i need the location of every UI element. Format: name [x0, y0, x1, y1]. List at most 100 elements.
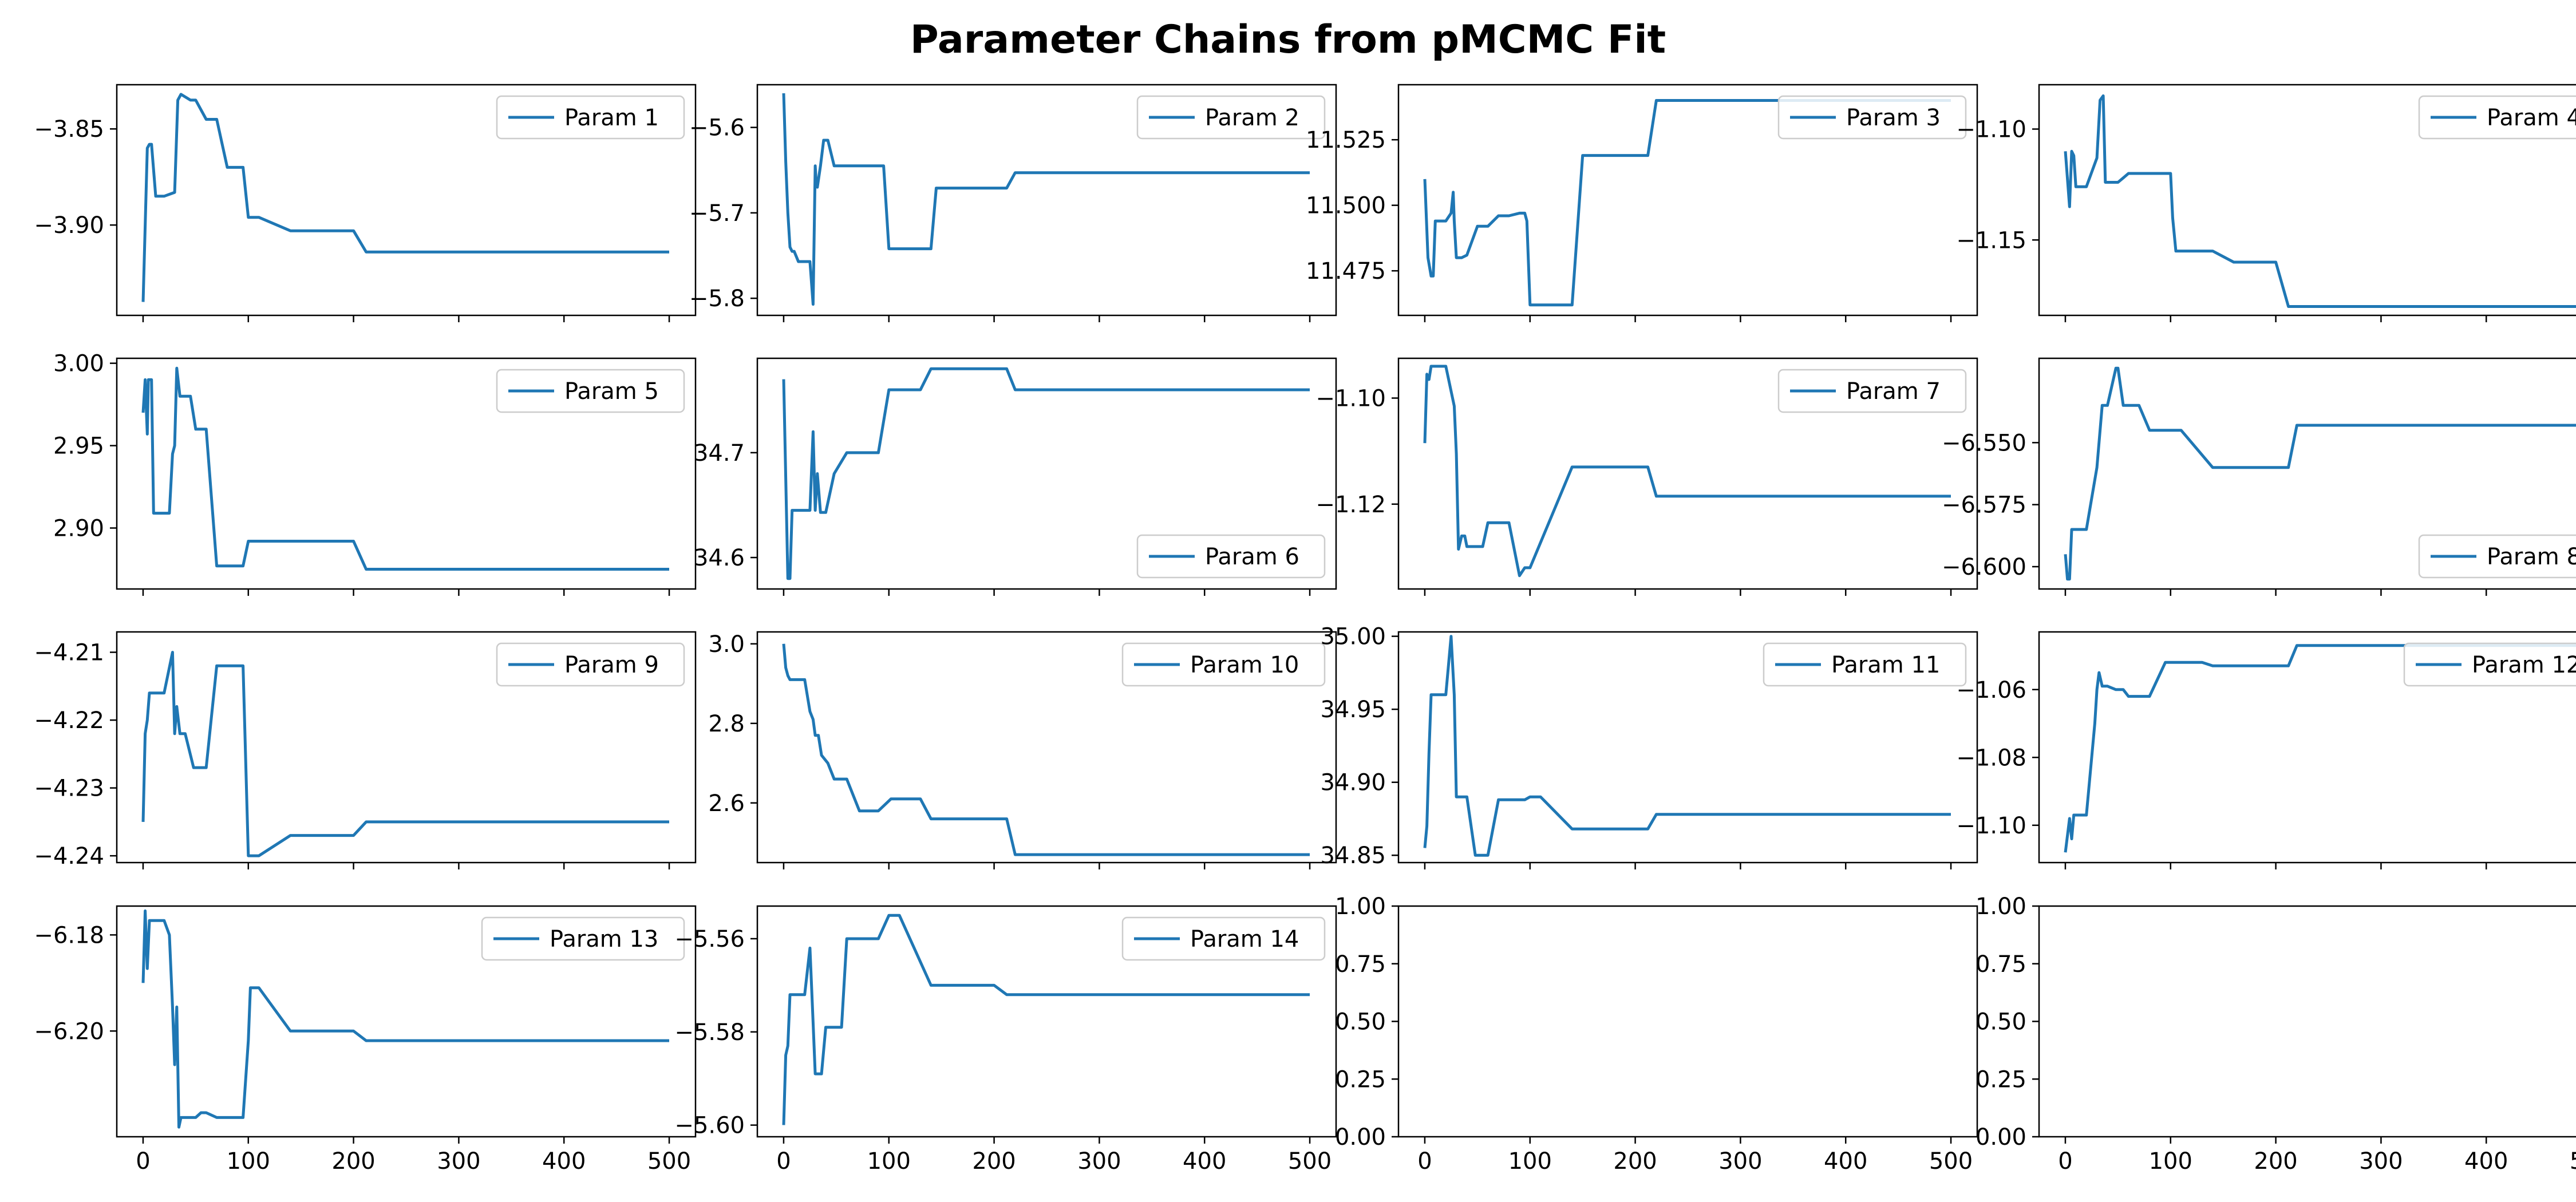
axes-frame	[2038, 357, 2576, 590]
subplot-9: −4.24 −4.23 −4.22 −4.21 Param 9	[34, 631, 697, 869]
subplot-7: −1.12 −1.10 Param 7	[1315, 357, 1978, 596]
y-tick-label: 35.00	[1320, 624, 1386, 650]
y-tick-label: 2.95	[53, 433, 104, 460]
legend-box	[496, 642, 685, 687]
legend-label: Param 9	[564, 652, 659, 678]
x-tick-label: 500	[1929, 1148, 1973, 1175]
series-line	[782, 914, 1310, 1125]
axes-frame	[756, 84, 1337, 317]
x-tick-label: 400	[2464, 1148, 2508, 1175]
series-line	[141, 909, 669, 1129]
series-line	[782, 367, 1310, 580]
y-tick-label: −6.20	[34, 1018, 104, 1045]
x-tick-label: 0	[136, 1148, 150, 1175]
legend-box	[1136, 534, 1326, 579]
x-tick-label: 400	[1824, 1148, 1867, 1175]
y-tick-label: 11.500	[1306, 193, 1386, 219]
legend: Param 6	[1136, 534, 1326, 579]
x-tick-label: 400	[1183, 1148, 1226, 1175]
y-tick-label: 0.25	[1976, 1066, 2026, 1093]
y-tick-label: −1.15	[1956, 227, 2026, 254]
legend: Param 8	[2418, 534, 2576, 579]
y-tick-label: −4.24	[34, 843, 104, 869]
y-tick-label: −6.18	[34, 922, 104, 948]
y-tick-label: 0.75	[1976, 951, 2026, 978]
subplot-6: 34.6 34.7 Param 6	[694, 357, 1337, 596]
subplot-14: −5.60 −5.58 −5.56 0 100 200 300 400 500 Param 14	[674, 905, 1337, 1175]
y-tick-label: 11.525	[1306, 127, 1386, 153]
y-tick-label: 34.6	[694, 545, 745, 571]
y-tick-label: −1.10	[1956, 117, 2026, 143]
subplot-2: −5.8 −5.7 −5.6 Param 2	[689, 84, 1337, 322]
y-tick-label: −1.12	[1315, 492, 1386, 518]
subplot-8: −6.600 −6.575 −6.550 Param 8	[1942, 357, 2576, 596]
series-line	[2064, 94, 2576, 308]
subplot-5: 2.90 2.95 3.00 Param 5	[53, 351, 697, 596]
figure-title: Parameter Chains from pMCMC Fit	[910, 17, 1666, 62]
y-tick-label: −4.23	[34, 776, 104, 802]
y-tick-label: −6.600	[1942, 554, 2026, 580]
y-tick-label: −4.22	[34, 707, 104, 734]
legend: Param 11	[1763, 642, 1967, 687]
series-line	[1423, 99, 1951, 307]
axes-frame	[2038, 84, 2576, 317]
axes-frame	[756, 631, 1337, 864]
subplot-11: 34.85 34.90 34.95 35.00 Param 11	[1320, 624, 1978, 869]
legend-label: Param 11	[1831, 652, 1940, 678]
legend-label: Param 1	[564, 105, 659, 131]
y-tick-label: −6.550	[1942, 430, 2026, 456]
subplot-4: −1.15 −1.10 Param 4	[1956, 84, 2576, 322]
legend-label: Param 2	[1205, 105, 1299, 131]
y-tick-label: 1.00	[1976, 893, 2026, 920]
axes-frame	[1397, 84, 1978, 317]
series-line	[2064, 366, 2576, 581]
y-tick-label: −1.06	[1956, 677, 2026, 703]
series-line	[141, 93, 669, 302]
y-tick-label: 0.50	[1976, 1009, 2026, 1035]
y-tick-label: 2.90	[53, 515, 104, 541]
y-tick-label: 0.50	[1335, 1009, 1386, 1035]
y-tick-label: 34.7	[694, 440, 745, 466]
legend: Param 12	[2403, 642, 2576, 687]
legend: Param 14	[1121, 916, 1326, 961]
x-tick-label: 500	[2570, 1148, 2576, 1175]
series-line	[782, 643, 1310, 856]
axes-frame	[2038, 905, 2576, 1138]
legend-label: Param 7	[1846, 378, 1941, 405]
subplot-10: 2.6 2.8 3.0 Param 10	[708, 631, 1337, 869]
x-tick-label: 200	[331, 1148, 375, 1175]
y-tick-label: −5.56	[674, 926, 745, 952]
legend: Param 2	[1136, 95, 1326, 140]
legend-box	[496, 95, 685, 140]
legend-box	[1121, 642, 1326, 687]
x-tick-label: 100	[2149, 1148, 2192, 1175]
axes-frame	[116, 84, 697, 317]
y-tick-label: −1.10	[1315, 385, 1386, 412]
axes-frame	[1397, 357, 1978, 590]
y-tick-label: 2.6	[708, 790, 745, 817]
axes-frame	[2038, 631, 2576, 864]
legend-label: Param 14	[1190, 926, 1299, 952]
y-tick-label: 11.475	[1306, 258, 1386, 284]
subplot-3: 11.475 11.500 11.525 Param 3	[1306, 84, 1978, 322]
x-tick-label: 300	[437, 1148, 480, 1175]
legend-label: Param 10	[1190, 652, 1299, 678]
series-line	[782, 93, 1310, 306]
subplot-grid: −3.90 −3.85 Param 1 −5.8 −5.7 −5.6 Param 2 11.4…	[34, 84, 2576, 1175]
legend-box	[1121, 916, 1326, 961]
subplot-12: −1.10 −1.08 −1.06 Param 12	[1956, 631, 2576, 869]
y-tick-label: −4.21	[34, 640, 104, 666]
legend-label: Param 6	[1205, 544, 1299, 570]
y-tick-label: 34.85	[1320, 843, 1386, 869]
legend-box	[496, 369, 685, 413]
legend: Param 10	[1121, 642, 1326, 687]
subplot-1: −3.90 −3.85 Param 1	[34, 84, 697, 322]
x-tick-label: 100	[867, 1148, 911, 1175]
legend-box	[2418, 534, 2576, 579]
x-tick-label: 500	[1288, 1148, 1332, 1175]
legend-label: Param 13	[550, 926, 658, 952]
axes-frame	[1397, 905, 1978, 1138]
y-tick-label: 0.75	[1335, 951, 1386, 978]
legend: Param 9	[496, 642, 685, 687]
y-tick-label: 3.0	[708, 631, 745, 658]
